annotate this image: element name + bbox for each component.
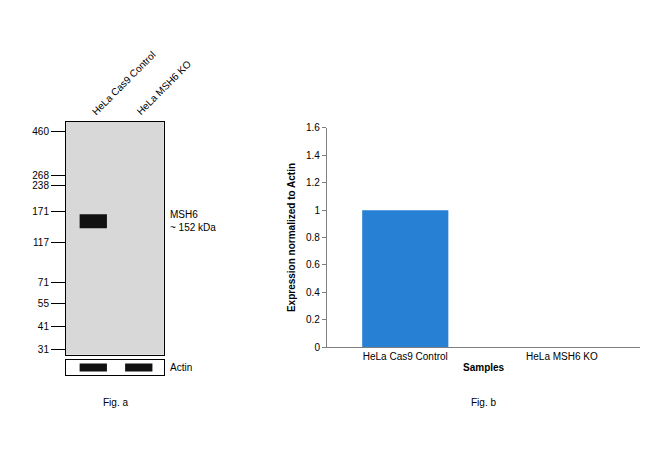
svg-text:0.8: 0.8 [306, 232, 320, 243]
svg-text:1.4: 1.4 [306, 150, 320, 161]
svg-text:1: 1 [314, 205, 320, 216]
svg-text:0.2: 0.2 [306, 314, 320, 325]
svg-text:Fig. b: Fig. b [471, 397, 496, 408]
svg-text:117: 117 [33, 237, 49, 248]
svg-text:171: 171 [32, 206, 49, 217]
svg-text:Fig. a: Fig. a [103, 397, 128, 408]
svg-text:HeLa MSH6 KO: HeLa MSH6 KO [526, 351, 598, 362]
svg-text:Actin: Actin [170, 362, 192, 373]
svg-text:Expression normalized to Actin: Expression normalized to Actin [286, 163, 297, 312]
svg-text:Samples: Samples [463, 362, 505, 373]
svg-text:31: 31 [38, 344, 50, 355]
svg-text:41: 41 [38, 321, 50, 332]
svg-text:0.4: 0.4 [306, 287, 320, 298]
svg-text:MSH6~ 152 kDa: MSH6~ 152 kDa [170, 209, 216, 233]
svg-text:1.2: 1.2 [306, 177, 320, 188]
svg-text:HeLa Cas9 Control: HeLa Cas9 Control [363, 351, 448, 362]
svg-text:HeLa Cas9 Control: HeLa Cas9 Control [90, 49, 158, 117]
svg-text:71: 71 [38, 277, 50, 288]
svg-text:460: 460 [32, 126, 49, 137]
svg-text:0.6: 0.6 [306, 259, 320, 270]
svg-text:238: 238 [32, 180, 49, 191]
svg-text:1.6: 1.6 [306, 122, 320, 133]
svg-text:268: 268 [32, 170, 49, 181]
svg-text:55: 55 [38, 298, 50, 309]
svg-text:0: 0 [314, 342, 320, 353]
svg-text:HeLa MSH6 KO: HeLa MSH6 KO [135, 58, 194, 117]
